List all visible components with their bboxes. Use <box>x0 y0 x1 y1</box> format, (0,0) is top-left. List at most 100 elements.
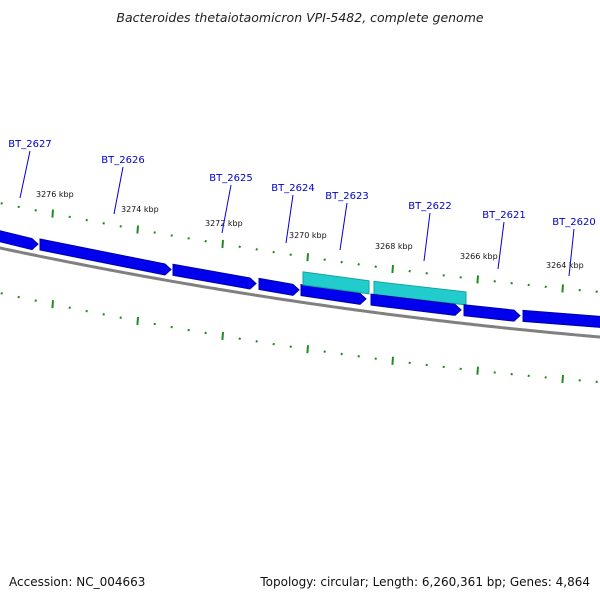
kbp-label-3270: 3270 kbp <box>289 231 327 240</box>
inner-minor-tick <box>425 363 428 367</box>
outer-minor-tick <box>34 209 37 212</box>
gene-label-bt-2621[interactable]: BT_2621 <box>482 210 526 270</box>
kbp-label-3274: 3274 kbp <box>121 205 159 214</box>
gene-label-bt-2620[interactable]: BT_2620 <box>552 217 596 277</box>
inner-minor-tick <box>170 325 173 329</box>
gene-arrow-bt-2620[interactable] <box>463 304 521 322</box>
inner-major-tick <box>51 300 54 309</box>
gene-leader-line <box>497 221 505 270</box>
inner-major-tick <box>221 331 224 340</box>
outer-major-tick <box>136 225 139 234</box>
gene-labels: BT_2627 BT_2626 BT_2625 BT_2624 BT_2623 … <box>8 139 596 277</box>
outer-minor-tick <box>0 202 3 205</box>
gene-label-bt-2626[interactable]: BT_2626 <box>101 155 145 215</box>
kbp-label-3276: 3276 kbp <box>36 190 74 199</box>
gene-arrow-bt-2626[interactable] <box>172 263 257 290</box>
inner-minor-tick <box>459 367 462 371</box>
inner-minor-tick <box>578 379 581 382</box>
map-title: Bacteroides thetaiotaomicron VPI-5482, c… <box>116 10 483 25</box>
outer-minor-tick <box>493 280 496 283</box>
inner-major-tick <box>561 374 564 383</box>
outer-tick-track <box>0 202 598 293</box>
gene-label-text[interactable]: BT_2621 <box>482 210 525 221</box>
outer-major-tick <box>221 239 224 249</box>
topology-text: Topology: circular; Length: 6,260,361 bp… <box>259 575 590 589</box>
outer-minor-tick <box>323 258 326 261</box>
kbp-label-3264: 3264 kbp <box>546 261 584 270</box>
gene-arrow-bt-2625[interactable] <box>258 277 300 296</box>
inner-major-tick <box>136 316 139 325</box>
gene-arrow-bt-2624[interactable] <box>300 284 367 305</box>
outer-minor-tick <box>510 281 513 285</box>
outer-major-tick <box>476 275 479 284</box>
inner-minor-tick <box>289 345 292 348</box>
outer-minor-tick <box>289 253 292 256</box>
gene-label-text[interactable]: BT_2624 <box>271 183 314 194</box>
inner-minor-tick <box>357 355 360 358</box>
outer-minor-tick <box>153 231 156 234</box>
inner-minor-tick <box>238 337 241 340</box>
gene-label-text[interactable]: BT_2625 <box>209 173 252 184</box>
outer-minor-tick <box>85 218 88 222</box>
gene-leader-line <box>423 212 431 262</box>
gene-features <box>0 228 600 328</box>
outer-minor-tick <box>255 248 258 251</box>
kbp-label-3266: 3266 kbp <box>460 252 498 261</box>
inner-minor-tick <box>510 372 513 376</box>
inner-tick-track <box>0 292 598 384</box>
inner-minor-tick <box>493 371 496 374</box>
gene-label-text[interactable]: BT_2627 <box>8 139 51 150</box>
outer-major-tick <box>561 284 564 293</box>
outer-minor-tick <box>408 269 411 273</box>
outer-minor-tick <box>17 205 20 209</box>
gene-arrow-bt-2621[interactable] <box>370 293 462 316</box>
gene-label-text[interactable]: BT_2623 <box>325 191 368 202</box>
gene-arrow-bt-2623[interactable] <box>302 271 370 295</box>
outer-minor-tick <box>374 265 377 268</box>
gene-label-text[interactable]: BT_2626 <box>101 155 144 166</box>
inner-minor-tick <box>374 357 377 360</box>
inner-minor-tick <box>0 292 3 295</box>
gene-arrow-bt-2622[interactable] <box>373 280 467 306</box>
inner-minor-tick <box>595 380 598 384</box>
inner-minor-tick <box>102 313 105 316</box>
gene-label-bt-2622[interactable]: BT_2622 <box>408 201 452 262</box>
outer-minor-tick <box>595 290 598 293</box>
outer-minor-tick <box>527 283 530 287</box>
inner-minor-tick <box>527 374 530 378</box>
inner-minor-tick <box>255 340 258 343</box>
inner-minor-tick <box>408 361 411 365</box>
outer-minor-tick <box>68 215 71 219</box>
gene-leader-line <box>285 194 294 244</box>
inner-minor-tick <box>85 309 88 313</box>
gene-arrow-bt-2627[interactable] <box>39 238 172 276</box>
inner-minor-tick <box>68 306 71 309</box>
accession-text: Accession: NC_004663 <box>9 575 145 589</box>
outer-major-tick <box>51 209 54 218</box>
inner-major-tick <box>391 356 394 365</box>
outer-minor-tick <box>204 239 207 243</box>
gene-label-bt-2625[interactable]: BT_2625 <box>209 173 253 234</box>
gene-leader-line <box>19 150 31 199</box>
kbp-label-3268: 3268 kbp <box>375 242 413 251</box>
outer-minor-tick <box>459 276 462 279</box>
gene-arrow-offscreen[interactable] <box>0 228 39 251</box>
gene-label-bt-2624[interactable]: BT_2624 <box>271 183 315 244</box>
gene-label-bt-2627[interactable]: BT_2627 <box>8 139 52 199</box>
inner-minor-tick <box>34 299 37 302</box>
gene-label-bt-2623[interactable]: BT_2623 <box>325 191 369 251</box>
outer-minor-tick <box>272 250 275 254</box>
gene-label-text[interactable]: BT_2622 <box>408 201 451 212</box>
gene-arrow-offscreen-right[interactable] <box>522 309 600 328</box>
inner-minor-tick <box>272 342 275 346</box>
outer-minor-tick <box>170 234 173 237</box>
inner-minor-tick <box>119 316 122 319</box>
outer-minor-tick <box>119 225 122 228</box>
inner-minor-tick <box>323 350 326 353</box>
outer-major-tick <box>306 253 309 262</box>
inner-minor-tick <box>544 376 547 379</box>
gene-leader-line <box>221 184 232 234</box>
outer-minor-tick <box>340 260 343 264</box>
genome-backbone <box>0 246 600 339</box>
gene-label-text[interactable]: BT_2620 <box>552 217 595 228</box>
